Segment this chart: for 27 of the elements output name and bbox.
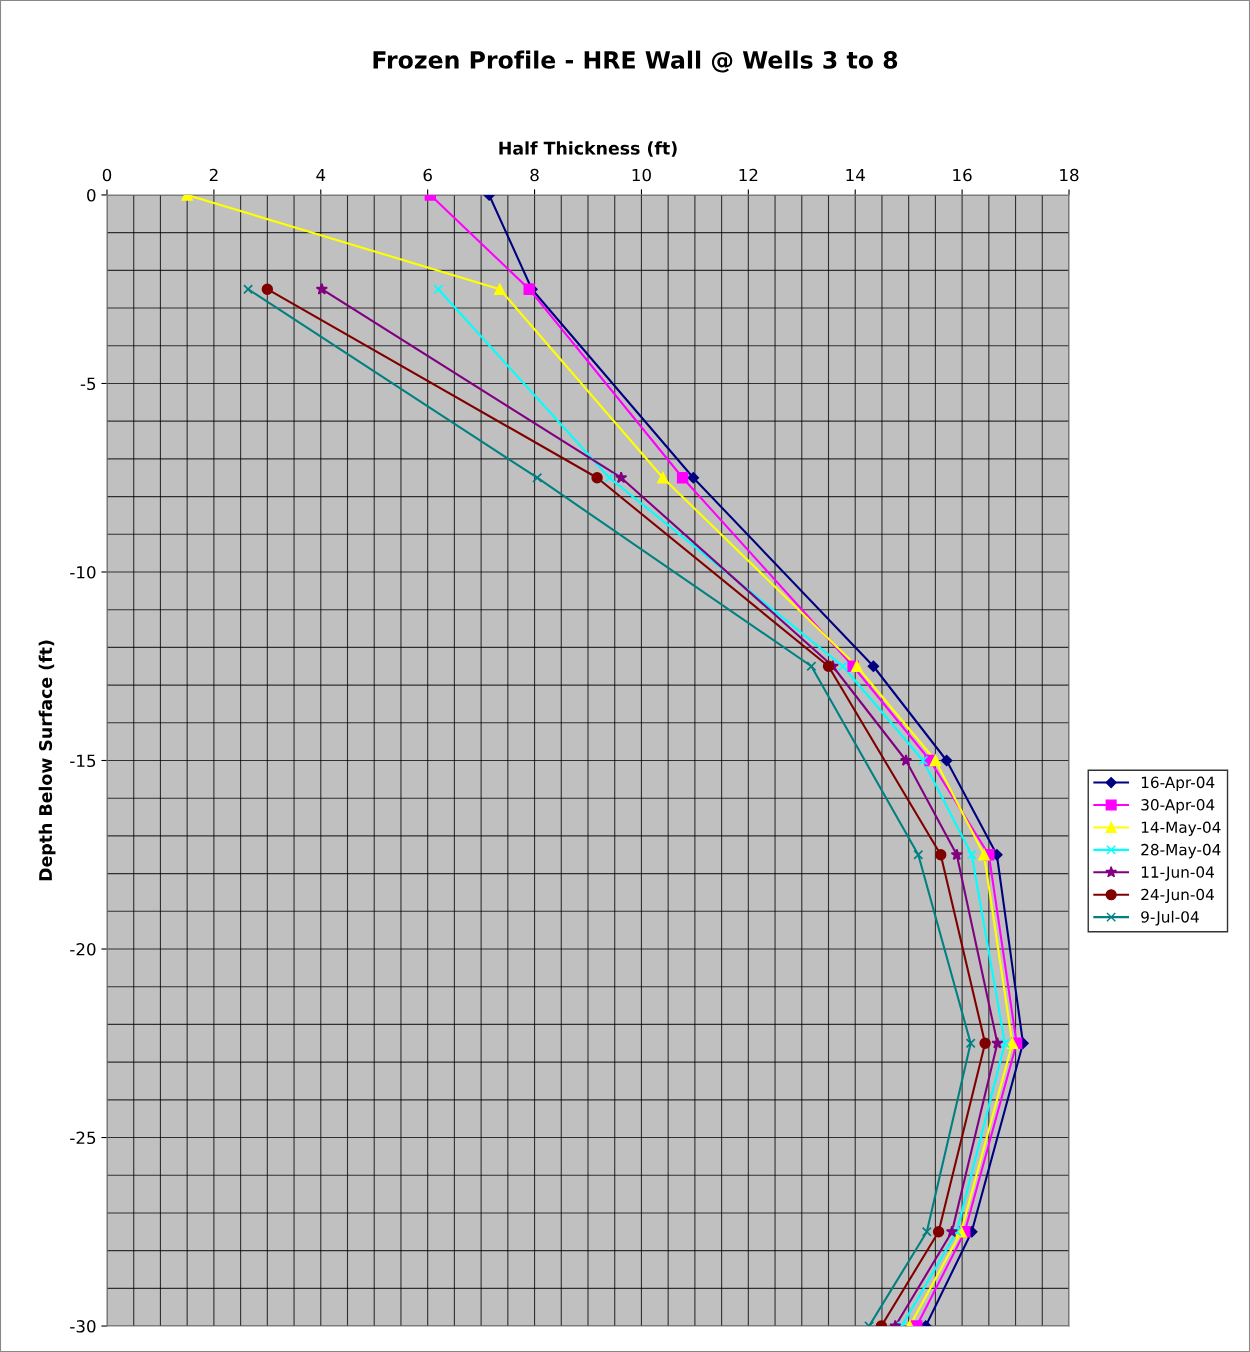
x-tick-label: 6 (423, 168, 432, 182)
legend-label: 30-Apr-04 (1141, 799, 1215, 814)
x-tick-label: 2 (209, 168, 218, 182)
y-tick-label: -10 (70, 565, 96, 579)
x-tick-label: 10 (632, 168, 651, 182)
y-tick-label: -20 (70, 942, 96, 956)
legend-label: 9-Jul-04 (1141, 910, 1199, 926)
x-tick-label: 8 (530, 168, 539, 182)
x-tick-label: 4 (316, 168, 326, 182)
x-tick-label: 12 (739, 168, 758, 182)
x-axis-title: Half Thickness (ft) (499, 141, 677, 157)
x-tick-label: 18 (1060, 168, 1079, 182)
x-tick-label: 0 (102, 168, 112, 182)
y-tick-label: -5 (80, 377, 96, 391)
y-tick-label: -15 (70, 754, 96, 768)
x-tick-label: 16 (953, 168, 972, 182)
legend-label: 28-May-04 (1141, 843, 1221, 859)
legend-label: 11-Jun-04 (1141, 866, 1214, 881)
y-tick-label: 0 (87, 188, 96, 202)
y-tick-label: -30 (70, 1320, 96, 1333)
y-axis-title: Depth Below Surface (ft) (38, 640, 56, 881)
x-tick-label: 14 (846, 168, 865, 182)
legend-label: 24-Jun-04 (1141, 888, 1214, 904)
y-tick-label: -25 (70, 1131, 96, 1145)
chart-title: Frozen Profile - HRE Wall @ Wells 3 to 8 (373, 50, 898, 73)
legend-label: 16-Apr-04 (1141, 776, 1215, 792)
legend-label: 14-May-04 (1141, 821, 1221, 836)
